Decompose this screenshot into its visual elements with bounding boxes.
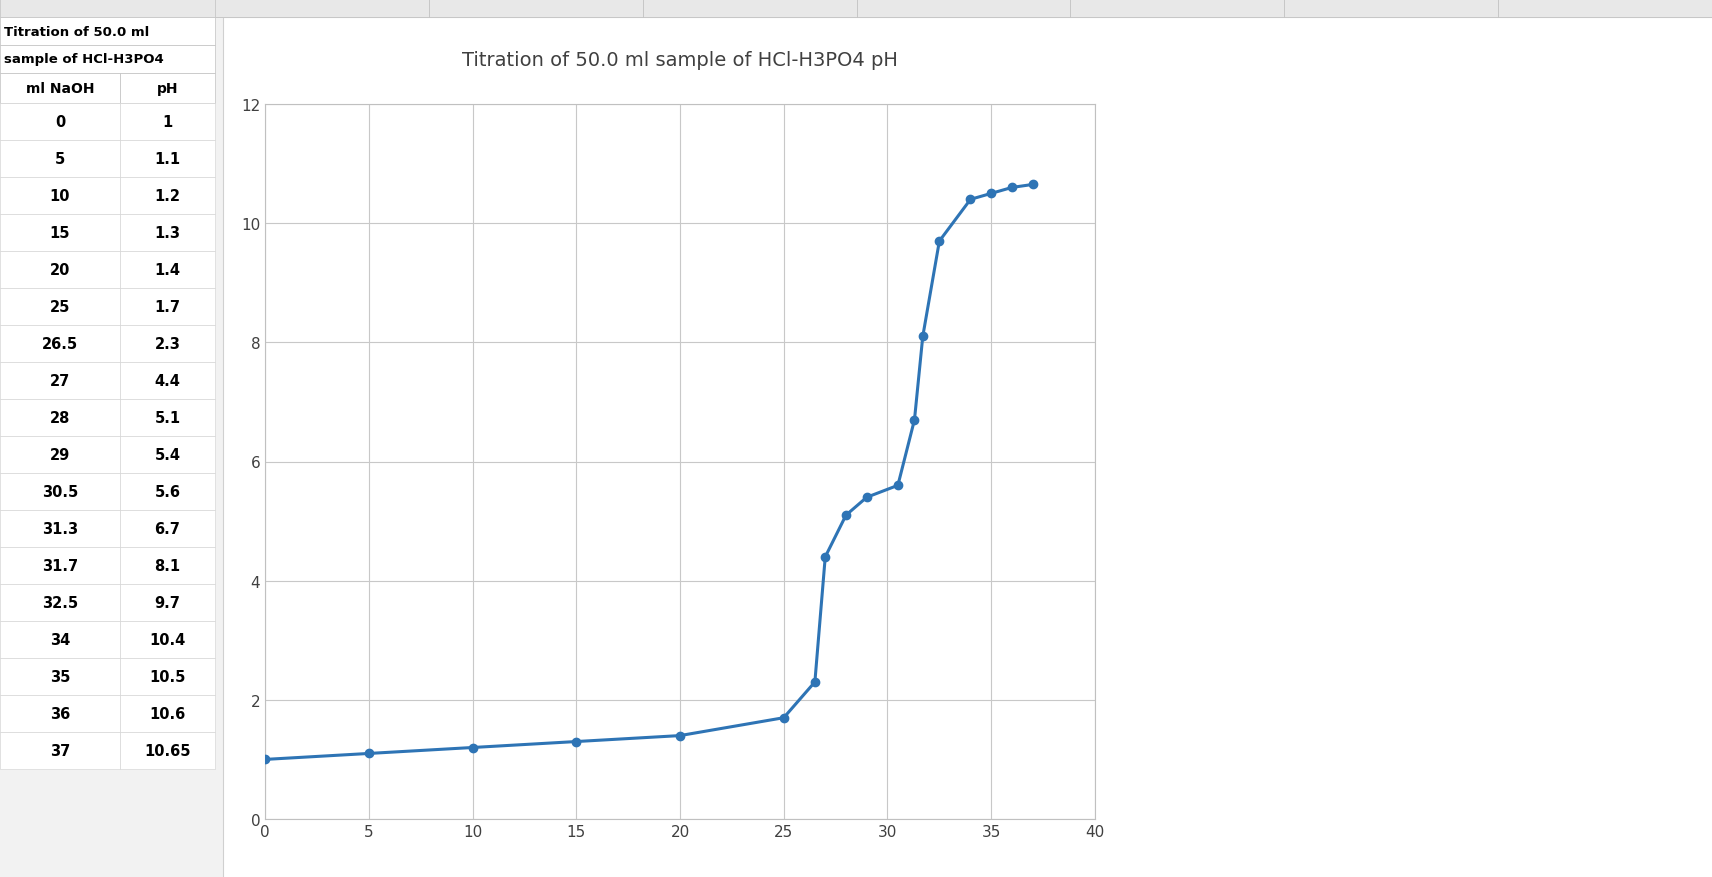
Bar [430, 0, 642, 18]
Bar [120, 474, 216, 510]
Text: 36: 36 [50, 706, 70, 721]
Bar [0, 252, 120, 289]
Text: ml NaOH: ml NaOH [26, 82, 94, 96]
Text: 1.3: 1.3 [154, 225, 180, 240]
Text: 8.1: 8.1 [154, 559, 180, 574]
Bar [120, 141, 216, 178]
Bar [120, 732, 216, 769]
Text: 1.2: 1.2 [154, 189, 180, 203]
Bar [120, 400, 216, 437]
Text: 29: 29 [50, 447, 70, 462]
Bar [0, 584, 120, 621]
Bar [0, 362, 120, 400]
Bar [223, 18, 1712, 877]
Bar [0, 215, 120, 252]
Text: Titration of 50.0 ml: Titration of 50.0 ml [3, 25, 149, 39]
Bar [0, 178, 120, 215]
Bar [642, 0, 856, 18]
Bar [0, 659, 120, 695]
Bar [120, 547, 216, 584]
Text: 35: 35 [50, 669, 70, 684]
Text: 25: 25 [50, 300, 70, 315]
Text: 0: 0 [55, 115, 65, 130]
Bar [0, 547, 120, 584]
Bar [120, 252, 216, 289]
Text: 5.1: 5.1 [154, 410, 180, 425]
Text: 9.7: 9.7 [154, 595, 180, 610]
Bar [0, 74, 120, 103]
Text: Titration of 50.0 ml sample of HCl-H3PO4 pH: Titration of 50.0 ml sample of HCl-H3PO4… [462, 51, 897, 69]
Bar [0, 325, 120, 362]
Bar [120, 695, 216, 732]
Text: 10.65: 10.65 [144, 743, 190, 758]
Text: 37: 37 [50, 743, 70, 758]
Bar [120, 621, 216, 659]
Bar [120, 659, 216, 695]
Bar [0, 18, 216, 46]
Bar [1070, 0, 1284, 18]
Bar [120, 74, 216, 103]
Bar [1498, 0, 1712, 18]
Text: 2.3: 2.3 [154, 337, 180, 352]
Text: 32.5: 32.5 [41, 595, 79, 610]
Bar [120, 584, 216, 621]
Bar [120, 437, 216, 474]
Text: 10.5: 10.5 [149, 669, 185, 684]
Bar [0, 732, 120, 769]
Text: 10.4: 10.4 [149, 632, 185, 647]
Bar [0, 103, 120, 141]
Text: 27: 27 [50, 374, 70, 389]
Text: 1.1: 1.1 [154, 152, 180, 167]
Text: 26.5: 26.5 [41, 337, 79, 352]
Text: 30.5: 30.5 [41, 484, 79, 499]
Bar [1284, 0, 1498, 18]
Text: 10.6: 10.6 [149, 706, 185, 721]
Text: 1.7: 1.7 [154, 300, 180, 315]
Bar [120, 362, 216, 400]
Bar [0, 400, 120, 437]
Text: 20: 20 [50, 263, 70, 278]
Bar [120, 325, 216, 362]
Text: 1.4: 1.4 [154, 263, 180, 278]
Bar [120, 178, 216, 215]
Bar [0, 46, 216, 74]
Bar [0, 621, 120, 659]
Text: 31.3: 31.3 [41, 522, 79, 537]
Text: 6.7: 6.7 [154, 522, 180, 537]
Text: 34: 34 [50, 632, 70, 647]
Bar [0, 510, 120, 547]
Text: 15: 15 [50, 225, 70, 240]
Bar [0, 289, 120, 325]
Bar [120, 215, 216, 252]
Text: sample of HCl-H3PO4: sample of HCl-H3PO4 [3, 53, 164, 67]
Bar [120, 103, 216, 141]
Text: 10: 10 [50, 189, 70, 203]
Bar [0, 0, 1712, 18]
Bar [216, 0, 430, 18]
Bar [0, 141, 120, 178]
Text: 4.4: 4.4 [154, 374, 180, 389]
Text: 5: 5 [55, 152, 65, 167]
Bar [0, 437, 120, 474]
Text: 28: 28 [50, 410, 70, 425]
Text: 5.4: 5.4 [154, 447, 180, 462]
Text: 1: 1 [163, 115, 173, 130]
Bar [0, 695, 120, 732]
Text: 5.6: 5.6 [154, 484, 180, 499]
Bar [856, 0, 1070, 18]
Text: pH: pH [158, 82, 178, 96]
Bar [120, 289, 216, 325]
Bar [120, 510, 216, 547]
Text: 31.7: 31.7 [41, 559, 79, 574]
Bar [0, 474, 120, 510]
